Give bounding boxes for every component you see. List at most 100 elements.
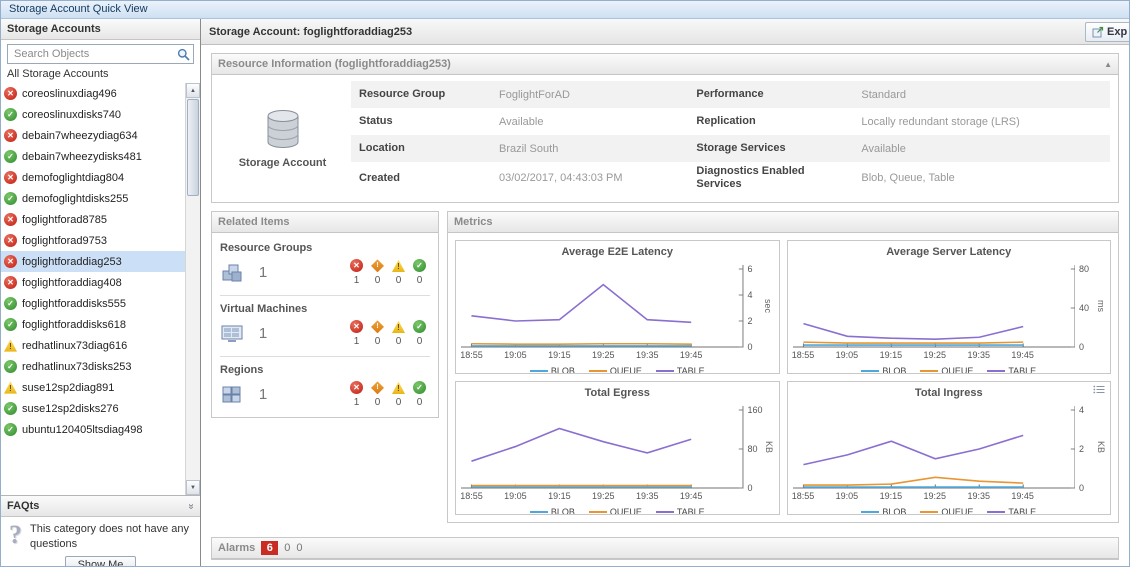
legend-item[interactable]: BLOB — [861, 366, 906, 373]
related-group-count[interactable]: 1 — [258, 325, 268, 343]
storage-account-item[interactable]: coreoslinuxdiag496 — [1, 83, 185, 104]
storage-account-item[interactable]: coreoslinuxdisks740 — [1, 104, 185, 125]
x-axis-labels: 18:55 19:05 19:15 19:25 19:35 19:45 — [792, 348, 1076, 361]
faqts-title: FAQts — [7, 500, 40, 512]
legend-label: TABLE — [1008, 507, 1037, 516]
y-tick-label: 80 — [747, 444, 758, 455]
legend-item[interactable]: TABLE — [655, 366, 705, 375]
legend-item[interactable]: QUEUE — [920, 507, 973, 514]
storage-account-item[interactable]: redhatlinux73diag616 — [1, 335, 185, 356]
storage-account-item[interactable]: debain7wheezydisks481 — [1, 146, 185, 167]
storage-account-item[interactable]: redhatlinux73disks253 — [1, 356, 185, 377]
info-value: Blob, Queue, Table — [861, 172, 955, 185]
window-title: Storage Account Quick View — [9, 3, 148, 15]
search-input[interactable] — [12, 47, 177, 61]
error-status-icon — [4, 234, 17, 247]
alarm-count[interactable]: 0 — [296, 542, 303, 554]
status-count[interactable]: 0 — [395, 397, 402, 409]
storage-account-item[interactable]: ubuntu120405ltsdiag498 — [1, 419, 185, 440]
alarm-count-badge[interactable]: 6 — [261, 541, 279, 555]
chart-plot-area[interactable] — [461, 404, 744, 489]
resource-info-row: Location Brazil South Storage Services Avai… — [351, 135, 1110, 162]
resource-info-table: Resource Group FoglightForAD Performance St… — [351, 81, 1110, 194]
status-count[interactable]: 0 — [395, 336, 402, 348]
chart-plot-column: 18:55 19:05 19:15 19:25 19:35 19:45 — [792, 404, 1075, 502]
legend-item[interactable]: TABLE — [987, 366, 1036, 373]
legend-item[interactable]: QUEUE — [588, 366, 642, 373]
status-count[interactable]: 1 — [353, 275, 360, 287]
storage-account-name: debain7wheezydisks481 — [22, 150, 142, 163]
search-icon[interactable] — [177, 48, 190, 61]
storage-account-item[interactable]: demofoglightdiag804 — [1, 167, 185, 188]
status-count[interactable]: 0 — [374, 336, 381, 348]
y-tick-label: 2 — [1079, 444, 1085, 455]
storage-account-item[interactable]: foglightforaddiag408 — [1, 272, 185, 293]
legend-item[interactable]: BLOB — [529, 507, 575, 514]
scroll-up-button[interactable]: ▲ — [186, 83, 200, 98]
storage-account-list-wrap: coreoslinuxdiag496 coreoslinuxdisks740 deb… — [1, 83, 200, 495]
storage-account-item[interactable]: foglightforad9753 — [1, 230, 185, 251]
chart-legend: BLOB QUEUE TABLE — [793, 504, 1106, 516]
storage-account-name: coreoslinuxdisks740 — [22, 108, 122, 121]
info-value: Standard — [861, 88, 907, 101]
chart-plot-area[interactable] — [792, 404, 1075, 489]
faqts-header[interactable]: FAQts » — [1, 496, 200, 517]
status-count[interactable]: 1 — [353, 397, 360, 409]
show-me-button[interactable]: Show Me — [64, 555, 137, 566]
y-tick-label: 4 — [1079, 405, 1085, 416]
related-group-count[interactable]: 1 — [258, 264, 268, 282]
related-group-count[interactable]: 1 — [258, 386, 268, 404]
resource-info-row: Resource Group FoglightForAD Performance St… — [351, 81, 1110, 108]
storage-account-name: coreoslinuxdiag496 — [22, 87, 117, 100]
chart-options-icon[interactable] — [1093, 385, 1105, 394]
scroll-down-button[interactable]: ▼ — [186, 480, 200, 495]
ok-status-icon — [4, 423, 17, 436]
status-count[interactable]: 0 — [416, 336, 423, 348]
x-tick-label: 18:55 — [460, 491, 483, 502]
chart-plot-area[interactable] — [461, 263, 744, 348]
faqts-collapse-icon[interactable]: » — [185, 503, 197, 509]
legend-item[interactable]: TABLE — [655, 507, 705, 514]
storage-account-item[interactable]: foglightforad8785 — [1, 209, 185, 230]
info-label: Location — [359, 141, 405, 154]
collapse-arrow-icon[interactable]: ▲ — [1104, 59, 1112, 69]
storage-account-item[interactable]: foglightforaddisks618 — [1, 314, 185, 335]
storage-account-item[interactable]: debain7wheezydiag634 — [1, 125, 185, 146]
chart-plot-area[interactable] — [792, 263, 1075, 348]
legend-item[interactable]: BLOB — [861, 507, 906, 514]
legend-item[interactable]: BLOB — [529, 366, 575, 373]
x-tick-label: 19:35 — [635, 491, 659, 502]
storage-account-item[interactable]: demofoglightdisks255 — [1, 188, 185, 209]
legend-label: TABLE — [676, 366, 705, 375]
resource-information-header: Resource Information (foglightforaddiag2… — [212, 54, 1118, 75]
storage-account-item[interactable]: foglightforaddiag253 — [1, 251, 185, 272]
storage-account-item[interactable]: foglightforaddisks555 — [1, 293, 185, 314]
storage-account-name: suse12sp2diag891 — [22, 381, 115, 394]
status-count[interactable]: 0 — [374, 397, 381, 409]
storage-account-name: foglightforad8785 — [22, 213, 108, 226]
list-scrollbar[interactable]: ▲ ▼ — [185, 83, 200, 495]
storage-account-item[interactable]: suse12sp2disks276 — [1, 398, 185, 419]
related-items-title: Related Items — [218, 216, 290, 229]
info-label: Performance — [696, 87, 764, 100]
legend-label: QUEUE — [609, 507, 642, 516]
legend-item[interactable]: TABLE — [987, 507, 1037, 516]
info-value: Locally redundant storage (LRS) — [861, 115, 1020, 128]
status-count[interactable]: 0 — [416, 397, 423, 409]
resource-information-panel: Resource Information (foglightforaddiag2… — [211, 53, 1119, 204]
storage-account-item[interactable]: suse12sp2diag891 — [1, 377, 185, 398]
related-status-grid: 1 0 0 0 — [346, 381, 430, 408]
status-count[interactable]: 0 — [416, 275, 423, 287]
chart-legend: BLOB QUEUE TABLE — [461, 504, 774, 516]
legend-item[interactable]: QUEUE — [920, 366, 973, 373]
ok-status-icon — [4, 150, 17, 163]
explore-button[interactable]: Exp — [1085, 21, 1129, 42]
alarm-count[interactable]: 0 — [284, 542, 291, 554]
legend-item[interactable]: QUEUE — [588, 507, 642, 516]
status-count[interactable]: 0 — [374, 275, 381, 287]
scrollbar-thumb[interactable] — [187, 99, 199, 196]
status-count[interactable]: 1 — [353, 336, 360, 348]
status-count[interactable]: 0 — [395, 275, 402, 287]
